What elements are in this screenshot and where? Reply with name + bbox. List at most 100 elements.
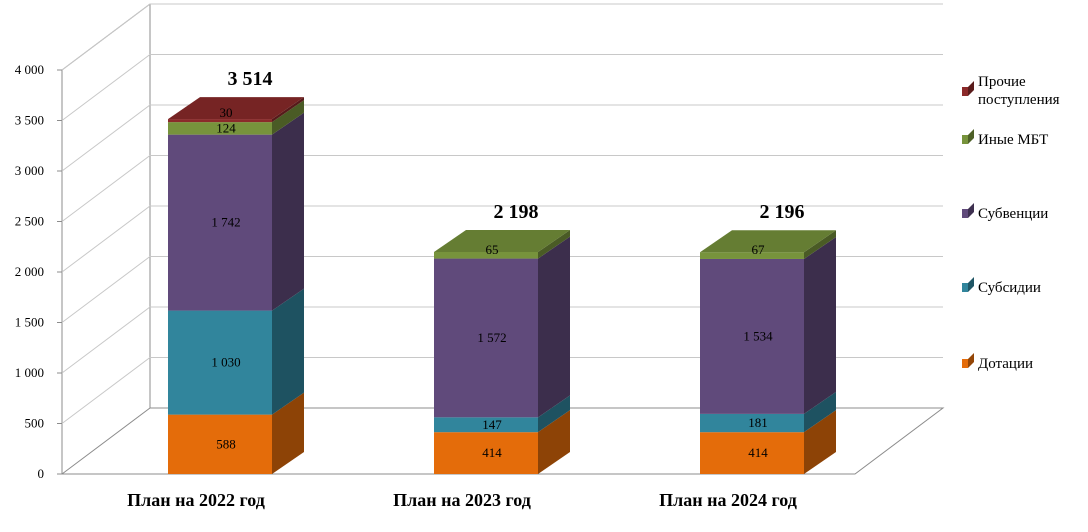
segment-value-label: 147 bbox=[482, 417, 502, 432]
y-tick-label: 1 500 bbox=[15, 315, 44, 330]
legend-label: Прочие bbox=[978, 74, 1026, 90]
segment-value-label: 1 742 bbox=[211, 215, 240, 230]
segment-value-label: 1 572 bbox=[477, 330, 506, 345]
bar-segment bbox=[700, 236, 836, 414]
bar-segment-front bbox=[434, 252, 538, 259]
bar-segment-front bbox=[700, 258, 804, 414]
gridline bbox=[61, 155, 943, 222]
segment-value-label: 588 bbox=[216, 436, 236, 451]
total-labels: 3 514 2 198 2 196 bbox=[228, 68, 805, 223]
bar-segment-side bbox=[538, 236, 570, 418]
bar-segment bbox=[434, 395, 570, 433]
bar-segment-side bbox=[804, 410, 836, 474]
legend-item: Субсидии bbox=[962, 277, 1041, 296]
bar-segment-front bbox=[700, 413, 804, 433]
legend: Прочие поступления Иные МБТ Субвенции Субсид… bbox=[962, 74, 1060, 372]
segment-value-label: 124 bbox=[216, 120, 236, 135]
legend-swatch-side bbox=[968, 277, 974, 292]
category-label: План на 2022 год bbox=[127, 490, 265, 510]
floor bbox=[61, 407, 945, 475]
gridline bbox=[61, 205, 943, 273]
bar-segment-front bbox=[434, 258, 538, 418]
bar-segment bbox=[168, 97, 304, 123]
bar-segment-side bbox=[272, 100, 304, 135]
segment-value-label: 30 bbox=[220, 105, 233, 120]
segment-value-label: 414 bbox=[482, 445, 502, 460]
bar-total-label: 2 196 bbox=[760, 201, 805, 223]
segment-value-label: 65 bbox=[486, 242, 499, 257]
bar-segment bbox=[168, 112, 304, 311]
y-tick-label: 3 000 bbox=[15, 163, 44, 178]
y-tick-label: 4 000 bbox=[15, 62, 44, 77]
category-labels: План на 2022 год План на 2023 год План на … bbox=[127, 490, 797, 510]
legend-label: Иные МБТ bbox=[978, 132, 1048, 148]
y-tick-label: 500 bbox=[25, 416, 45, 431]
bar-segment-side bbox=[804, 230, 836, 259]
legend-swatch bbox=[962, 87, 968, 96]
y-tick-label: 1 000 bbox=[15, 365, 44, 380]
segment-value-label: 181 bbox=[748, 415, 768, 430]
y-axis-ticks: 0 500 1 000 1 500 2 000 2 500 3 000 3 500 4 000 bbox=[15, 62, 62, 481]
bar-segment bbox=[434, 410, 570, 474]
bar-segment bbox=[434, 236, 570, 418]
y-tick-label: 3 500 bbox=[15, 113, 44, 128]
gridlines bbox=[61, 3, 943, 424]
category-label: План на 2023 год bbox=[393, 490, 531, 510]
bar-segment bbox=[168, 100, 304, 135]
legend-swatch-side bbox=[968, 81, 974, 96]
gridline bbox=[61, 54, 943, 121]
legend-label: Субсидии bbox=[978, 280, 1041, 296]
bar-segment-top bbox=[168, 97, 304, 120]
bar-segment bbox=[168, 392, 304, 474]
bar-segment-front bbox=[168, 414, 272, 474]
gridline bbox=[61, 357, 943, 424]
bar-segment-top bbox=[434, 230, 570, 253]
legend-swatch bbox=[962, 283, 968, 292]
segment-value-label: 1 534 bbox=[743, 328, 773, 343]
legend-swatch bbox=[962, 359, 968, 368]
category-label: План на 2024 год bbox=[659, 490, 797, 510]
y-tick-label: 0 bbox=[38, 466, 45, 481]
segment-value-label: 414 bbox=[748, 445, 768, 460]
legend-swatch-side bbox=[968, 129, 974, 144]
bar-segment bbox=[700, 230, 836, 259]
bar-segment-front bbox=[700, 252, 804, 259]
bar-total-label: 3 514 bbox=[228, 68, 273, 90]
bar-segment-side bbox=[538, 395, 570, 433]
bar-segment bbox=[434, 230, 570, 259]
bar-segment-side bbox=[804, 391, 836, 433]
segment-value-label: 67 bbox=[752, 242, 766, 257]
legend-item: Дотации bbox=[962, 353, 1033, 372]
y-tick-label: 2 000 bbox=[15, 264, 44, 279]
segment-value-label: 1 030 bbox=[211, 355, 240, 370]
legend-label: Субвенции bbox=[978, 206, 1048, 222]
gridline bbox=[61, 104, 943, 172]
gridline bbox=[61, 256, 943, 323]
bar-segment-front bbox=[168, 122, 272, 135]
bar-segment-side bbox=[538, 230, 570, 259]
y-tick-label: 2 500 bbox=[15, 214, 44, 229]
bar-segment-side bbox=[272, 288, 304, 415]
bar-segment-front bbox=[168, 119, 272, 123]
legend-item: Иные МБТ bbox=[962, 129, 1048, 148]
bar-segment-side bbox=[804, 236, 836, 414]
gridline bbox=[61, 306, 943, 374]
bar-total-label: 2 198 bbox=[494, 201, 539, 223]
bar-segment-front bbox=[434, 417, 538, 433]
legend-swatch-side bbox=[968, 353, 974, 368]
bars bbox=[168, 97, 836, 474]
gridline bbox=[61, 3, 943, 71]
bar-segment-side bbox=[272, 392, 304, 474]
bar-segment bbox=[700, 410, 836, 474]
bar-segment-front bbox=[168, 310, 272, 415]
legend-swatch bbox=[962, 209, 968, 218]
bar-segment-side bbox=[272, 112, 304, 311]
legend-swatch bbox=[962, 135, 968, 144]
bar-segment-side bbox=[272, 97, 304, 123]
bar-segment-top bbox=[700, 230, 836, 253]
legend-item: Субвенции bbox=[962, 203, 1048, 222]
bar-segment-front bbox=[168, 134, 272, 311]
bar-segment bbox=[700, 391, 836, 433]
